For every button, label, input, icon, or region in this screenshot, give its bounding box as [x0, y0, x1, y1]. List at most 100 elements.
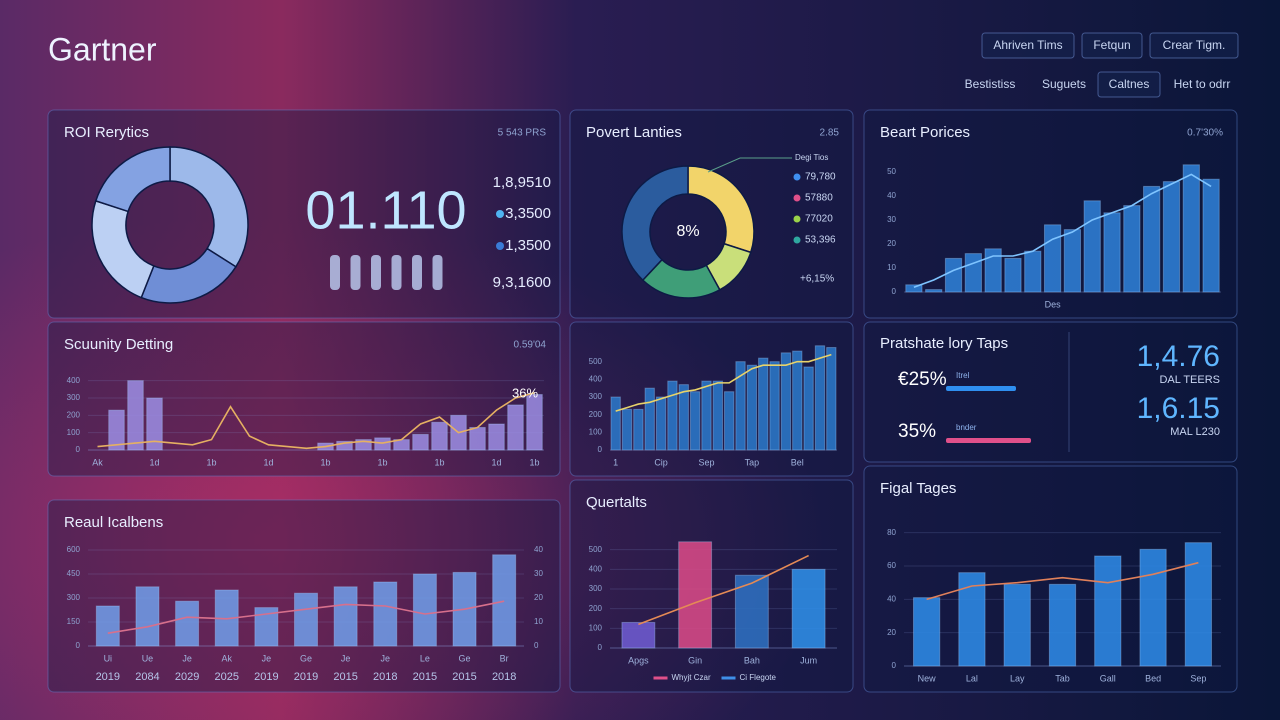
bar: [678, 541, 713, 649]
x-tick-label: Je: [182, 653, 192, 663]
x-tick-year: 2015: [413, 671, 437, 683]
x-tick-year: 2015: [452, 671, 476, 683]
bar: [633, 408, 644, 451]
x-tick-year: 2019: [96, 671, 120, 683]
bar: [621, 621, 656, 649]
y-tick-label: 500: [589, 545, 603, 554]
legend-dot: [793, 215, 801, 223]
bar: [1202, 178, 1220, 293]
y-tick-label: 0: [892, 661, 897, 670]
y-tick-label: 300: [67, 593, 81, 602]
x-tick-label: Des: [1045, 299, 1062, 309]
bar: [374, 437, 391, 451]
kpi-bar: [946, 386, 1016, 391]
y2-tick-label: 30: [534, 569, 543, 578]
y-tick-label: 50: [887, 167, 896, 176]
y2-tick-label: 20: [534, 593, 543, 602]
donut-segment: [621, 165, 689, 282]
header-tab[interactable]: Het to odrr: [1174, 77, 1231, 91]
stat-value: 1,3500: [505, 237, 551, 254]
header-tab[interactable]: Suguets: [1042, 77, 1086, 91]
indicator-pill: [371, 255, 381, 290]
x-tick-year: 2018: [373, 671, 397, 683]
kpi-figure: 1,4.76: [1137, 340, 1220, 373]
panel-title: Povert Lanties: [586, 124, 682, 141]
bar: [1103, 212, 1121, 293]
bar: [655, 396, 667, 451]
header-button[interactable]: [1149, 32, 1239, 59]
bar: [336, 440, 353, 451]
bar: [1162, 181, 1181, 293]
header-tab[interactable]: Bestistiss: [965, 77, 1016, 91]
x-tick-label: Gall: [1100, 673, 1116, 683]
bar: [507, 404, 524, 451]
trend-line: [926, 561, 1199, 601]
y2-tick-label: 40: [534, 545, 543, 554]
panel-title: Scuunity Detting: [64, 336, 173, 353]
bar: [734, 574, 769, 649]
y-tick-label: 0: [76, 641, 81, 650]
header-button[interactable]: [981, 32, 1075, 59]
header-button-label[interactable]: Crear Tigm.: [1163, 38, 1226, 52]
y-tick-label: 30: [887, 215, 896, 224]
x-tick-label: Bed: [1145, 673, 1161, 683]
panel-title: Reaul Icalbens: [64, 514, 163, 531]
x-tick-year: 2025: [214, 671, 238, 683]
stat-dot: [496, 242, 504, 250]
kpi-tag: Itrel: [956, 371, 970, 380]
x-tick-label: Tap: [745, 457, 760, 467]
header-button-label[interactable]: Fetqun: [1093, 38, 1130, 52]
footnote: +6,15%: [800, 274, 834, 285]
bar: [735, 361, 746, 451]
y-tick-label: 600: [67, 545, 81, 554]
x-tick-year: 2015: [333, 671, 357, 683]
kpi-tag: bnder: [956, 423, 977, 432]
x-tick-label: Lal: [966, 673, 978, 683]
indicator-pill: [412, 255, 422, 290]
panel: [863, 321, 1238, 463]
legend-label: 79,780: [805, 172, 836, 183]
stat-value: 3,3500: [505, 205, 551, 222]
x-tick-label: New: [918, 673, 937, 683]
y-tick-label: 100: [589, 427, 603, 436]
y-tick-label: 500: [589, 357, 603, 366]
bar: [1083, 200, 1101, 293]
bar: [1063, 229, 1082, 293]
legend-dot: [793, 173, 801, 181]
trend-line: [97, 392, 535, 450]
bar: [746, 364, 758, 451]
y-tick-label: 20: [887, 628, 896, 637]
bar: [701, 380, 712, 451]
app-title: Gartner: [48, 31, 157, 67]
header-tab-box[interactable]: [1097, 71, 1161, 98]
y-tick-label: 0: [892, 287, 897, 296]
x-tick-label: Je: [262, 653, 272, 663]
header-tab[interactable]: Caltnes: [1109, 77, 1150, 91]
indicator-pill: [330, 255, 340, 290]
kpi-bar: [946, 438, 1031, 443]
bar: [1182, 164, 1200, 293]
indicator-pill: [391, 255, 402, 290]
bar: [724, 391, 735, 451]
bar: [905, 284, 923, 293]
kpi-caption: DAL TEERS: [1159, 374, 1220, 386]
x-tick-label: 1d: [263, 457, 273, 467]
y-tick-label: 20: [887, 239, 896, 248]
y-tick-label: 300: [67, 393, 81, 402]
bar: [1094, 555, 1122, 667]
bar: [712, 380, 723, 451]
stat-value: 9,3,1600: [493, 274, 551, 291]
x-tick-label: 1b: [377, 457, 387, 467]
annotation: 36%: [512, 385, 538, 400]
bar: [412, 573, 437, 647]
bar: [355, 439, 372, 451]
x-tick-year: 2029: [175, 671, 199, 683]
header-button-label[interactable]: Ahriven Tims: [993, 38, 1062, 52]
donut-segment: [169, 146, 249, 268]
bar: [1143, 185, 1161, 293]
bar: [1123, 205, 1141, 293]
x-tick-label: Ge: [300, 653, 312, 663]
bar: [689, 391, 701, 451]
panel-title: Beart Porices: [880, 124, 970, 141]
header-button[interactable]: [1081, 32, 1143, 59]
